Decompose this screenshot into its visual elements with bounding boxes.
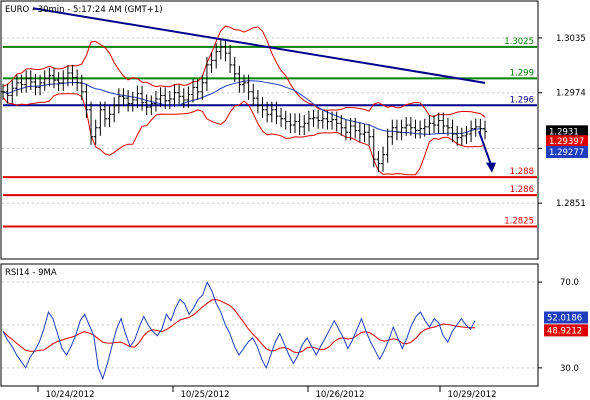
level-label: 1.299 xyxy=(510,68,534,78)
rsi-badge xyxy=(544,311,588,324)
price-badge-label: 1.29397 xyxy=(549,137,584,147)
rsi-badge-label: 52.0186 xyxy=(547,314,582,324)
rsi-path xyxy=(2,280,476,381)
y-tick-label: 1.3035 xyxy=(556,34,586,44)
price-badge xyxy=(546,135,588,148)
rsi-y-tick-label: 30.0 xyxy=(560,364,579,374)
y-tick-label: 1.2851 xyxy=(556,199,586,209)
price-badge xyxy=(546,125,588,138)
chart-title: EURO - 30min - 5:17:24 AM (GMT+1) xyxy=(5,5,163,15)
level-label: 1.286 xyxy=(510,185,534,195)
rsi-y-tick-label: 70.0 xyxy=(560,278,579,288)
x-tick-label: 10/24/2012 xyxy=(46,390,95,400)
rsi-badges: 52.0186 48.9212 xyxy=(544,311,588,337)
rsi-title: RSI14 - 9MA xyxy=(5,268,57,278)
rsi-badge-label: 48.9212 xyxy=(547,326,582,336)
rsi-line xyxy=(2,280,476,381)
level-label: 1.3025 xyxy=(504,37,534,47)
price-grid xyxy=(2,37,537,204)
y-tick-label: 1.2974 xyxy=(556,89,586,99)
bollinger-bands xyxy=(2,25,486,176)
price-badge-label: 1.2931 xyxy=(549,127,579,137)
arrow-shaft xyxy=(478,131,492,166)
downtrend-line xyxy=(32,7,486,84)
price-badge-label: 1.29277 xyxy=(549,148,584,158)
x-tick-label: 10/29/2012 xyxy=(448,390,497,400)
rsi-badge xyxy=(544,324,588,337)
x-tick-label: 10/25/2012 xyxy=(181,390,230,400)
upper-band xyxy=(2,25,486,118)
level-label: 1.296 xyxy=(510,95,534,105)
trendline xyxy=(32,7,486,84)
price-badge xyxy=(546,146,588,159)
lower-band xyxy=(2,93,486,176)
rsi-y-axis: 70.0 30.0 xyxy=(538,278,579,374)
rsi-ma-line xyxy=(2,298,476,354)
rsi-ma-path xyxy=(2,298,476,354)
arrow-head xyxy=(486,162,496,173)
forecast-arrow xyxy=(478,131,496,173)
level-label: 1.2825 xyxy=(504,217,534,227)
x-tick-label: 10/26/2012 xyxy=(316,390,365,400)
x-axis: 10/24/2012 10/25/2012 10/26/2012 10/29/2012 xyxy=(37,386,497,400)
price-bars xyxy=(1,38,487,172)
level-label: 1.288 xyxy=(510,167,534,177)
